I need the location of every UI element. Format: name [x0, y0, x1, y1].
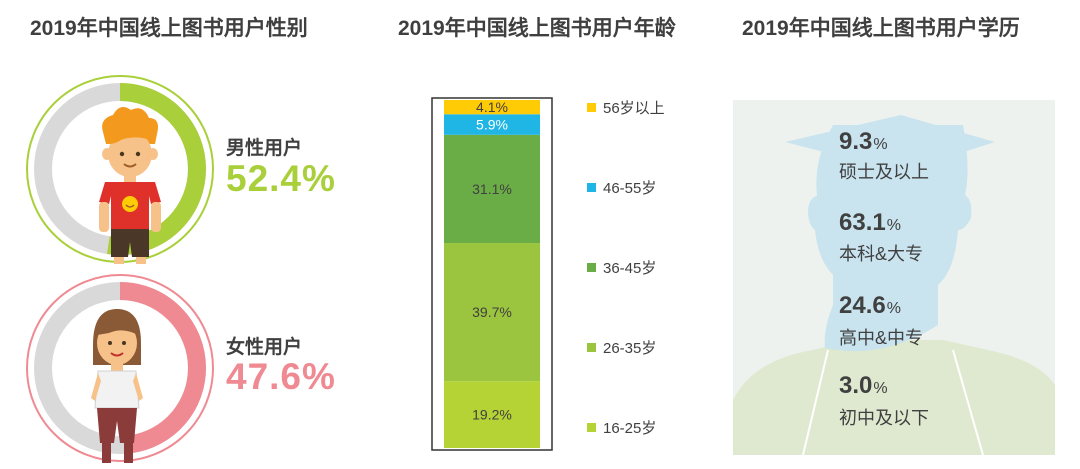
edu-label-highschool: 高中&中专 — [839, 328, 924, 348]
edu-value-bachelor: 63.1% — [839, 209, 901, 236]
age-legend-item: 56岁以上 — [587, 97, 665, 118]
male-series-label: 男性用户 — [226, 138, 303, 159]
edu-value-highschool: 24.6% — [839, 292, 901, 319]
female-ring-chart — [26, 274, 214, 463]
age-legend-swatch — [587, 343, 596, 352]
age-legend-label: 36-45岁 — [603, 260, 657, 277]
graduate-head-shape — [808, 125, 972, 352]
female-series-label: 女性用户 — [226, 337, 303, 358]
male-ring-chart — [26, 75, 214, 264]
age-bar-value-label: 5.9% — [476, 117, 508, 133]
age-bar-value-label: 4.1% — [476, 99, 508, 115]
age-legend-item: 26-35岁 — [587, 337, 656, 358]
age-legend-item: 46-55岁 — [587, 177, 656, 198]
female-ring-value-arc — [34, 282, 206, 454]
male-user-icon — [99, 106, 161, 264]
age-bar-segment-16-25岁 — [444, 381, 540, 448]
age-legend-item: 36-45岁 — [587, 257, 656, 278]
age-legend-swatch — [587, 423, 596, 432]
age-bar-value-label: 31.1% — [472, 181, 512, 197]
gender-chart-title: 2019年中国线上图书用户性别 — [30, 17, 308, 40]
age-legend-swatch — [587, 103, 596, 112]
age-legend-label: 46-55岁 — [603, 180, 657, 197]
age-legend-label: 16-25岁 — [603, 420, 657, 437]
age-legend-item: 16-25岁 — [587, 417, 656, 438]
age-legend-label: 56岁以上 — [603, 100, 665, 117]
female-value-label: 47.6% — [226, 356, 336, 397]
edu-label-masters: 硕士及以上 — [839, 162, 929, 182]
edu-value-masters: 9.3% — [839, 128, 888, 155]
age-bar-segment-56岁以上 — [444, 100, 540, 115]
age-legend-swatch — [587, 263, 596, 272]
age-legend-swatch — [587, 183, 596, 192]
graduate-shoulders-shape — [733, 340, 1055, 455]
edu-label-middleschool: 初中及以下 — [839, 408, 929, 428]
education-infographic: 9.3% 硕士及以上 63.1% 本科&大专 24.6% 高中&中专 3.0% … — [733, 100, 1055, 455]
edu-label-bachelor: 本科&大专 — [839, 244, 924, 264]
age-bar-value-label: 19.2% — [472, 407, 512, 423]
age-bar-segment-46-55岁 — [444, 114, 540, 135]
age-legend-label: 26-35岁 — [603, 340, 657, 357]
age-stacked-bar-chart: 19.2% 39.7% 31.1% 5.9% 4.1% — [431, 97, 553, 451]
edu-value-middleschool: 3.0% — [839, 372, 888, 399]
age-bar-value-label: 39.7% — [472, 304, 512, 320]
male-value-label: 52.4% — [226, 158, 336, 199]
female-user-icon — [91, 309, 143, 463]
age-bar-segment-36-45岁 — [444, 134, 540, 244]
education-chart-title: 2019年中国线上图书用户学历 — [742, 17, 1020, 40]
age-bar-segment-26-35岁 — [444, 243, 540, 382]
age-chart-title: 2019年中国线上图书用户年龄 — [398, 17, 676, 40]
